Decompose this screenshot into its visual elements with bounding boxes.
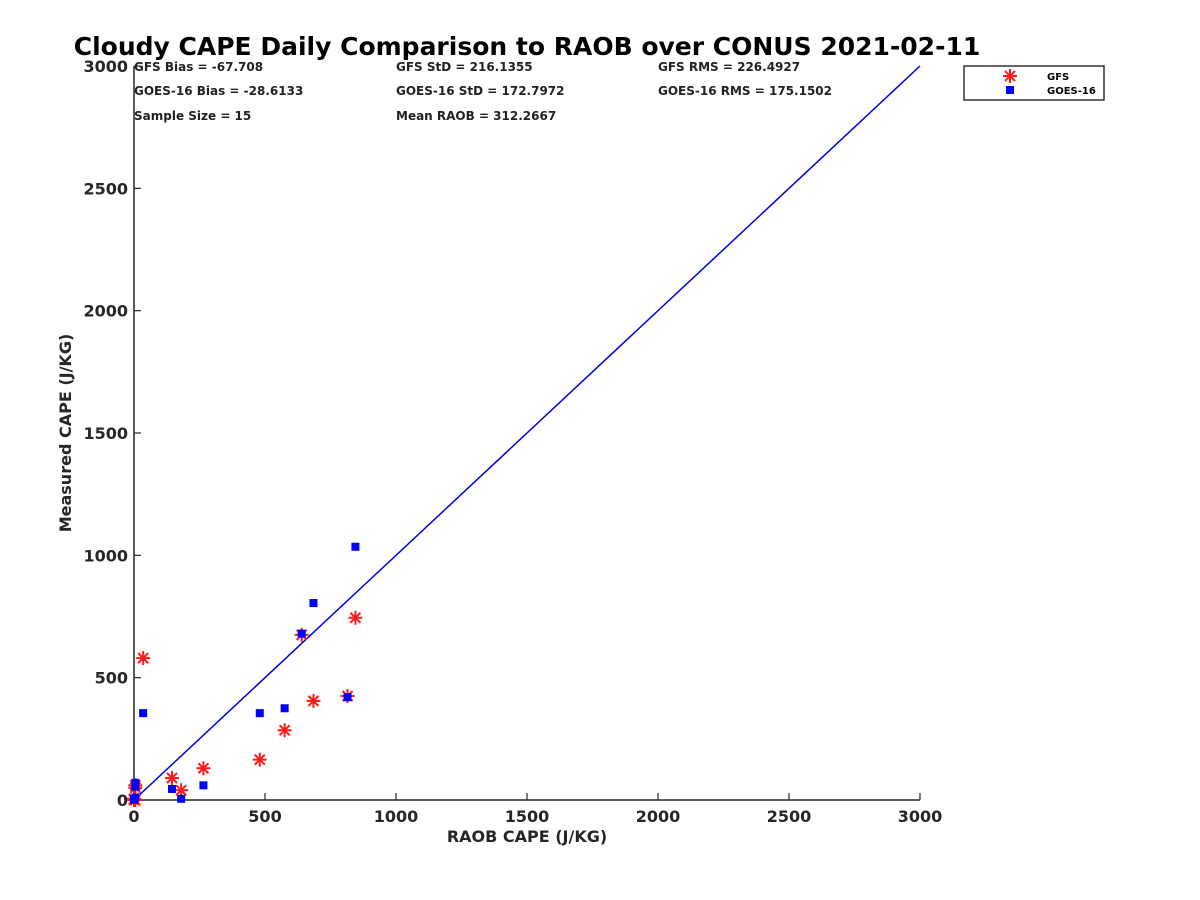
stat-text: Mean RAOB = 312.2667 xyxy=(396,109,556,123)
stat-text: GFS Bias = -67.708 xyxy=(134,60,263,74)
gfs-point xyxy=(348,610,363,625)
goes-16-point xyxy=(177,794,186,803)
one-to-one-line xyxy=(133,65,921,801)
y-tick-label: 3000 xyxy=(83,57,128,76)
y-tick-label: 0 xyxy=(117,791,128,810)
y-axis-label: Measured CAPE (J/KG) xyxy=(56,334,75,533)
x-tick-label: 2000 xyxy=(636,807,681,826)
legend-label-goes-16: GOES-16 xyxy=(1047,86,1096,97)
legend-label-gfs: GFS xyxy=(1047,72,1069,83)
goes-16-point xyxy=(167,784,176,793)
x-tick-label: 500 xyxy=(248,807,281,826)
y-tick-label: 2500 xyxy=(83,179,128,198)
goes-16-point xyxy=(130,796,138,804)
x-tick-label: 1000 xyxy=(374,807,419,826)
axes: 0 500 1000 1500 2000 2500 3000 0 500 1000 1500 2000… xyxy=(83,57,942,826)
goes-16-point xyxy=(351,542,360,551)
stat-text: GOES-16 RMS = 175.1502 xyxy=(658,84,832,98)
legend: GFS GOES-16 xyxy=(963,65,1105,101)
stat-text: GOES-16 StD = 172.7972 xyxy=(396,84,565,98)
legend-marker-goes-16 xyxy=(1006,86,1014,94)
gfs-point xyxy=(306,693,321,708)
gfs-point xyxy=(252,752,267,767)
x-tick-label: 1500 xyxy=(505,807,550,826)
stat-text: GOES-16 Bias = -28.6133 xyxy=(134,84,303,98)
chart-title: Cloudy CAPE Daily Comparison to RAOB ove… xyxy=(74,32,980,61)
stats-annotations: GFS Bias = -67.708 GFS StD = 216.1355 GFS … xyxy=(134,60,832,123)
goes-16-point xyxy=(280,704,289,713)
legend-marker-gfs xyxy=(1003,69,1017,83)
y-tick-label: 2000 xyxy=(83,302,128,321)
y-tick-label: 500 xyxy=(95,669,128,688)
goes-16-point xyxy=(309,599,318,608)
stat-text: GFS RMS = 226.4927 xyxy=(658,60,800,74)
goes-16-point xyxy=(131,782,140,791)
y-tick-label: 1000 xyxy=(83,546,128,565)
goes-16-point xyxy=(255,709,264,718)
gfs-point xyxy=(196,761,211,776)
stat-text: GFS StD = 216.1355 xyxy=(396,60,533,74)
stat-text: Sample Size = 15 xyxy=(134,109,251,123)
legend-box xyxy=(963,65,1105,101)
x-tick-label: 0 xyxy=(128,807,139,826)
gfs-point xyxy=(136,651,151,666)
reference-line-group xyxy=(133,65,921,801)
goes-16-point xyxy=(199,781,208,790)
y-tick-label: 1500 xyxy=(83,424,128,443)
gfs-point xyxy=(164,770,179,785)
x-tick-label: 3000 xyxy=(898,807,943,826)
goes-16-point xyxy=(343,693,352,702)
gfs-point xyxy=(277,723,292,738)
goes-16-point xyxy=(297,629,306,638)
x-tick-label: 2500 xyxy=(767,807,812,826)
goes-16-point xyxy=(139,709,148,718)
x-axis-label: RAOB CAPE (J/KG) xyxy=(447,827,607,846)
data-points xyxy=(127,542,363,807)
